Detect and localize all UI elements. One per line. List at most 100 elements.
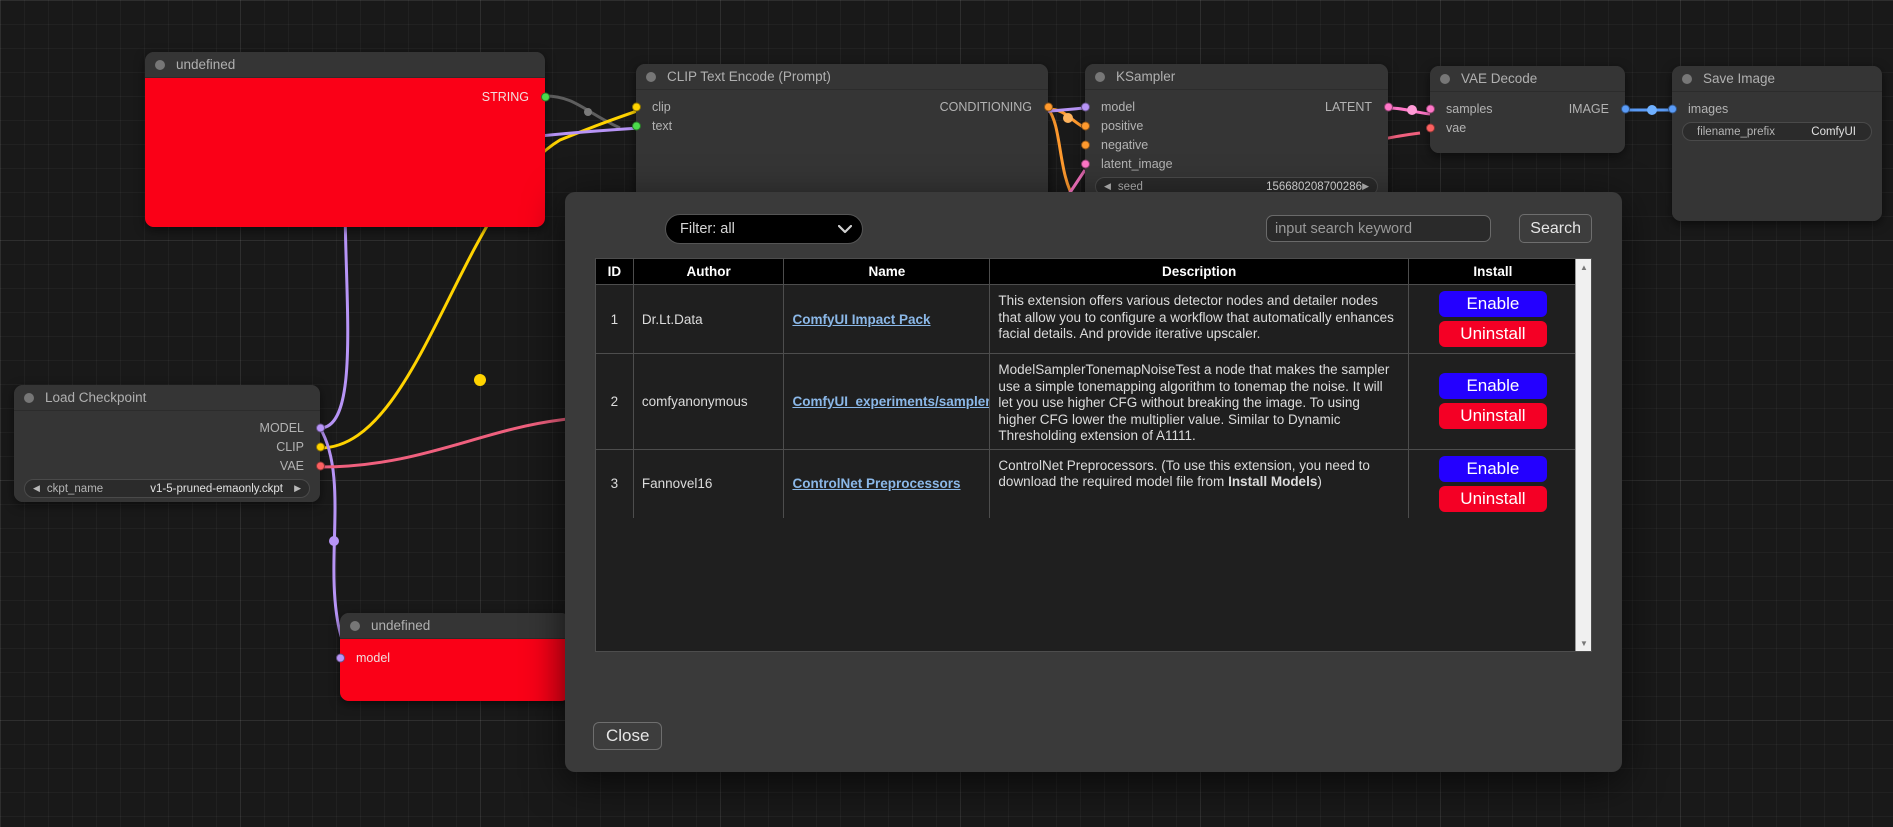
node-output-slot-vae[interactable]: VAE — [14, 457, 325, 474]
node-save-image[interactable]: Save Image images filename_prefix ComfyU… — [1667, 66, 1882, 221]
output-port-image[interactable] — [1620, 104, 1630, 113]
node-output-slot[interactable]: STRING — [145, 88, 550, 105]
output-label: CLIP — [276, 439, 304, 454]
node-title-bar[interactable]: Load Checkpoint — [14, 385, 320, 410]
node-vae-decode[interactable]: VAE Decode samples IMAGE vae — [1425, 66, 1630, 153]
node-collapse-icon[interactable] — [350, 620, 360, 631]
node-undefined-model[interactable]: undefined model — [335, 613, 570, 701]
input-port-images[interactable] — [1667, 104, 1677, 113]
output-port-conditioning[interactable] — [1043, 102, 1053, 111]
extension-name-link[interactable]: ComfyUI_experiments/sampler_tonemap — [792, 393, 988, 409]
node-input-slot-positive[interactable]: positive — [1080, 117, 1388, 134]
widget-filename-prefix[interactable]: filename_prefix ComfyUI — [1682, 122, 1872, 141]
node-input-slot-samples[interactable]: samples IMAGE — [1425, 100, 1630, 117]
widget-name: seed — [1117, 180, 1143, 193]
output-port-clip[interactable] — [315, 442, 325, 451]
node-undefined-string[interactable]: undefined STRING — [145, 52, 550, 227]
dialog-toolbar: Filter: allFilter: installedFilter: not-… — [595, 214, 1592, 246]
node-input-slot-model[interactable]: model LATENT — [1080, 98, 1393, 115]
node-input-slot-latent-image[interactable]: latent_image — [1080, 155, 1388, 172]
install-button-group: Enable Uninstall — [1416, 455, 1570, 512]
input-port-latent-image[interactable] — [1080, 159, 1090, 168]
cell-name: ComfyUI_experiments/sampler_tonemap — [783, 353, 991, 449]
node-output-slot-model[interactable]: MODEL — [14, 419, 325, 436]
node-input-slot-model[interactable]: model — [335, 649, 570, 666]
input-port-model[interactable] — [335, 653, 345, 662]
increment-arrow-icon[interactable]: ▶ — [294, 483, 301, 493]
table-body: 1 Dr.Lt.Data ComfyUI Impact Pack This exten… — [596, 284, 1577, 518]
input-port-negative[interactable] — [1080, 140, 1090, 149]
uninstall-button[interactable]: Uninstall — [1438, 403, 1547, 430]
output-port-vae[interactable] — [315, 461, 325, 470]
output-label: STRING — [481, 89, 529, 104]
enable-button[interactable]: Enable — [1438, 455, 1547, 482]
enable-button[interactable]: Enable — [1438, 291, 1547, 317]
cell-description: ModelSamplerTonemapNoiseTest a node that… — [989, 353, 1409, 449]
output-label: IMAGE — [1568, 101, 1609, 116]
node-title-text: Save Image — [1703, 71, 1776, 86]
node-title-bar[interactable]: Save Image — [1672, 66, 1882, 91]
extension-name-link[interactable]: ComfyUI Impact Pack — [792, 311, 931, 327]
node-collapse-icon[interactable] — [1440, 73, 1450, 84]
input-port-positive[interactable] — [1080, 121, 1090, 130]
cell-id: 3 — [596, 448, 634, 518]
enable-button[interactable]: Enable — [1438, 373, 1547, 400]
output-port-string[interactable] — [540, 92, 550, 101]
decrement-arrow-icon[interactable]: ◀ — [1104, 181, 1111, 191]
node-title-bar[interactable]: undefined — [340, 613, 570, 638]
output-label: CONDITIONING — [939, 99, 1032, 114]
node-collapse-icon[interactable] — [24, 392, 34, 403]
input-label: model — [1101, 99, 1136, 114]
custom-nodes-manager-dialog: Filter: allFilter: installedFilter: not-… — [565, 192, 1622, 772]
node-collapse-icon[interactable] — [646, 71, 656, 82]
scroll-down-arrow-icon[interactable]: ▼ — [1580, 638, 1588, 648]
cell-author: Dr.Lt.Data — [633, 284, 785, 354]
filter-select[interactable]: Filter: allFilter: installedFilter: not-… — [665, 214, 863, 244]
search-button[interactable]: Search — [1519, 214, 1592, 243]
node-input-slot-negative[interactable]: negative — [1080, 136, 1388, 153]
node-input-slot-vae[interactable]: vae — [1425, 119, 1625, 136]
output-port-latent[interactable] — [1383, 102, 1393, 111]
decrement-arrow-icon[interactable]: ◀ — [33, 483, 40, 493]
table-header-row: ID Author Name Description Install — [596, 259, 1577, 285]
widget-seed[interactable]: ◀ seed 156680208700286 ▶ — [1095, 177, 1378, 196]
node-collapse-icon[interactable] — [155, 59, 165, 70]
widget-value: v1-5-pruned-emaonly.ckpt — [150, 482, 283, 495]
input-label: latent_image — [1101, 156, 1173, 171]
cell-install: Enable Uninstall — [1408, 284, 1577, 354]
node-title-bar[interactable]: CLIP Text Encode (Prompt) — [636, 64, 1048, 89]
scroll-up-arrow-icon[interactable]: ▲ — [1580, 262, 1588, 272]
uninstall-button[interactable]: Uninstall — [1438, 485, 1547, 512]
node-output-slot-clip[interactable]: CLIP — [14, 438, 325, 455]
search-input[interactable] — [1266, 215, 1491, 242]
node-body: STRING — [145, 77, 550, 227]
uninstall-button[interactable]: Uninstall — [1438, 321, 1547, 347]
node-body: MODEL CLIP VAE ◀ ckpt_name v1-5-pruned-e… — [14, 410, 325, 502]
extensions-table-container: ID Author Name Description Install 1 Dr.L… — [595, 258, 1592, 652]
node-collapse-icon[interactable] — [1095, 71, 1105, 82]
input-label: vae — [1446, 120, 1467, 135]
extension-name-link[interactable]: ControlNet Preprocessors — [792, 476, 961, 491]
increment-arrow-icon[interactable]: ▶ — [1362, 181, 1369, 191]
input-port-model[interactable] — [1080, 102, 1090, 111]
input-port-clip[interactable] — [631, 102, 641, 111]
input-port-vae[interactable] — [1425, 123, 1435, 132]
widget-ckpt-name[interactable]: ◀ ckpt_name v1-5-pruned-emaonly.ckpt ▶ — [24, 479, 310, 498]
input-port-text[interactable] — [631, 121, 641, 130]
node-body: images filename_prefix ComfyUI — [1667, 91, 1882, 221]
table-scrollbar[interactable]: ▲ ▼ — [1575, 259, 1591, 651]
node-collapse-icon[interactable] — [1682, 73, 1692, 84]
node-input-slot-clip[interactable]: clip CONDITIONING — [631, 98, 1053, 115]
node-input-slot-text[interactable]: text — [631, 117, 1048, 134]
output-port-model[interactable] — [315, 423, 325, 432]
widget-name: filename_prefix — [1697, 125, 1775, 138]
node-input-slot-images[interactable]: images — [1667, 100, 1882, 117]
node-title-bar[interactable]: VAE Decode — [1430, 66, 1625, 91]
table-row: 2 comfyanonymous ComfyUI_experiments/sampl… — [596, 353, 1577, 449]
close-button[interactable]: Close — [593, 722, 663, 750]
input-port-samples[interactable] — [1425, 104, 1435, 113]
node-load-checkpoint[interactable]: Load Checkpoint MODEL CLIP VAE ◀ ckpt_na… — [14, 385, 325, 502]
node-title-bar[interactable]: undefined — [145, 52, 545, 77]
cell-author: comfyanonymous — [633, 353, 785, 449]
node-title-bar[interactable]: KSampler — [1085, 64, 1388, 89]
